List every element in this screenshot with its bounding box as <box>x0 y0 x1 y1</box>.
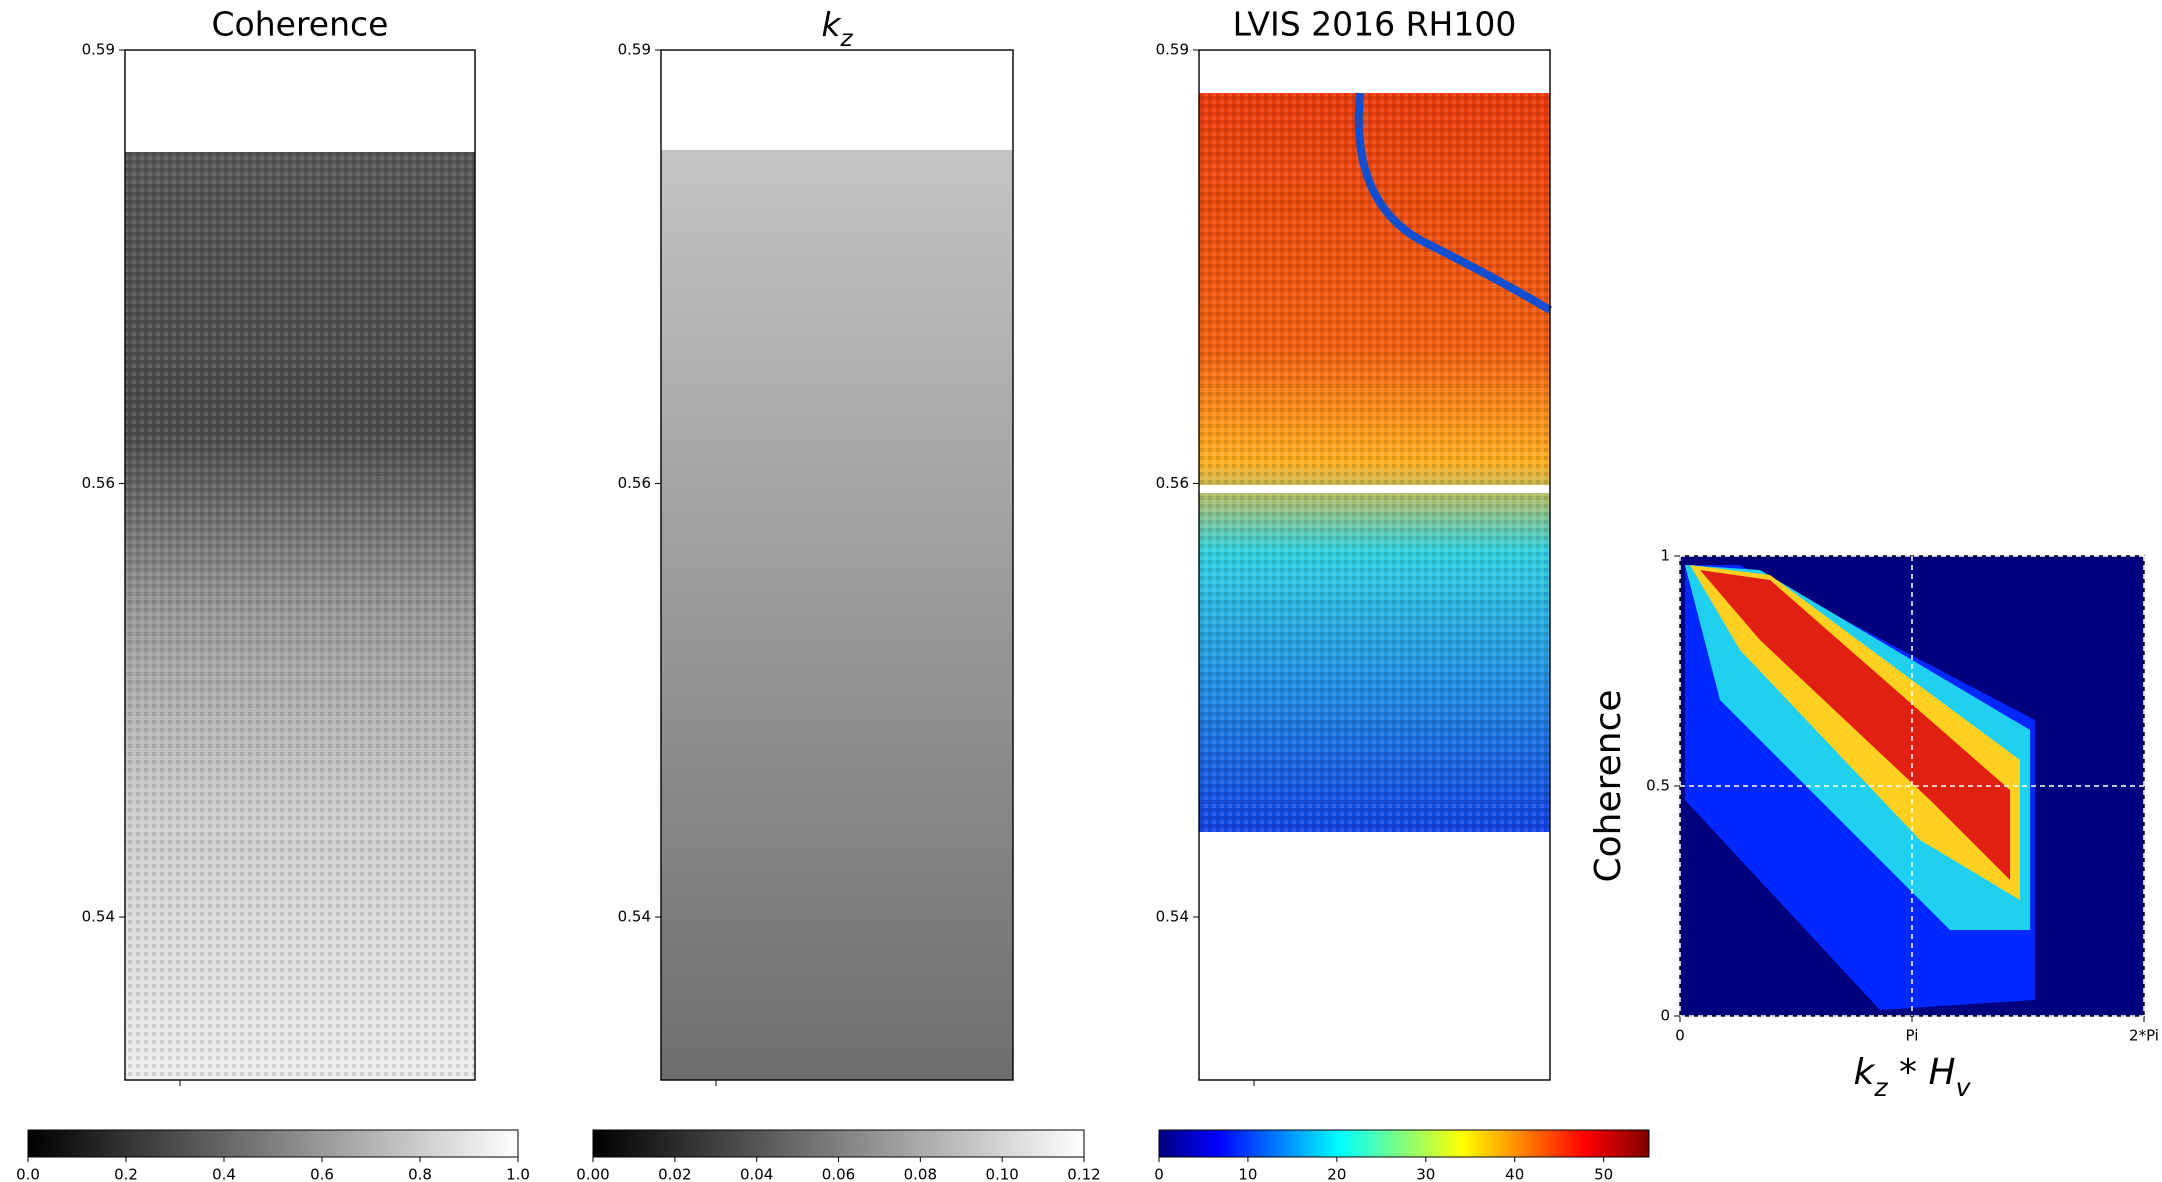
y-tick-label: 0.56 <box>618 474 651 492</box>
y-tick-label: 0.5 <box>1646 777 1670 795</box>
axes-frame <box>1198 49 1551 1081</box>
y-tick-label: 0.56 <box>82 474 115 492</box>
colorbar-tick-label: 0.4 <box>212 1166 236 1182</box>
colorbar-tick-label: 0.04 <box>740 1166 773 1182</box>
colorbar <box>27 1129 519 1158</box>
panel-title: LVIS 2016 RH100 <box>1233 5 1517 44</box>
colorbar-tick-label: 0 <box>1154 1166 1164 1182</box>
colorbar-tick-label: 20 <box>1327 1166 1346 1182</box>
colorbar-tick-label: 0.10 <box>985 1166 1018 1182</box>
kz-image <box>661 150 1013 1080</box>
image-texture <box>125 152 475 1080</box>
colorbar-tick-label: 0.12 <box>1067 1166 1100 1182</box>
colorbar-tick-label: 0.0 <box>16 1166 40 1182</box>
x-axis-label: kz * Hv <box>1854 1052 1972 1102</box>
colorbar <box>592 1129 1085 1158</box>
y-tick-label: 0 <box>1660 1007 1670 1025</box>
colorbar-tick-label: 40 <box>1505 1166 1524 1182</box>
colorbar-tick-label: 0.00 <box>576 1166 609 1182</box>
y-tick-label: 0.59 <box>1156 41 1189 59</box>
y-tick-label: 0.59 <box>82 41 115 59</box>
x-tick-label: 2*Pi <box>2129 1027 2159 1045</box>
x-tick-label: 0 <box>1675 1027 1685 1045</box>
images <box>125 92 1553 1080</box>
y-tick-label: 0.59 <box>618 41 651 59</box>
colorbar-tick-label: 0.8 <box>408 1166 432 1182</box>
colorbar-tick-label: 1.0 <box>506 1166 530 1182</box>
image-texture <box>1199 93 1550 832</box>
y-axis-label: Coherence <box>1588 689 1629 882</box>
panel-title: kz <box>821 5 853 52</box>
colorbar-tick-label: 10 <box>1238 1166 1257 1182</box>
axes-frame <box>124 49 476 1081</box>
y-tick-label: 1 <box>1660 547 1670 565</box>
colorbar-tick-label: 0.6 <box>310 1166 334 1182</box>
colorbar-tick-label: 50 <box>1594 1166 1613 1182</box>
y-tick-label: 0.54 <box>1156 908 1189 926</box>
colorbar <box>1158 1129 1650 1158</box>
heatmap-zone <box>1700 570 2010 880</box>
panel-title: Coherence <box>212 5 389 44</box>
colorbar-tick-label: 30 <box>1416 1166 1435 1182</box>
colorbar-tick-label: 0.2 <box>114 1166 138 1182</box>
axes-frame <box>660 49 1014 1081</box>
gap <box>1199 485 1550 493</box>
x-tick-label: Pi <box>1906 1027 1919 1045</box>
y-tick-label: 0.56 <box>1156 474 1189 492</box>
colorbar-tick-label: 0.08 <box>904 1166 937 1182</box>
river <box>1354 92 1553 314</box>
y-tick-label: 0.54 <box>618 908 651 926</box>
colorbar-tick-label: 0.02 <box>658 1166 691 1182</box>
colorbar-tick-label: 0.06 <box>822 1166 855 1182</box>
y-tick-label: 0.54 <box>82 908 115 926</box>
